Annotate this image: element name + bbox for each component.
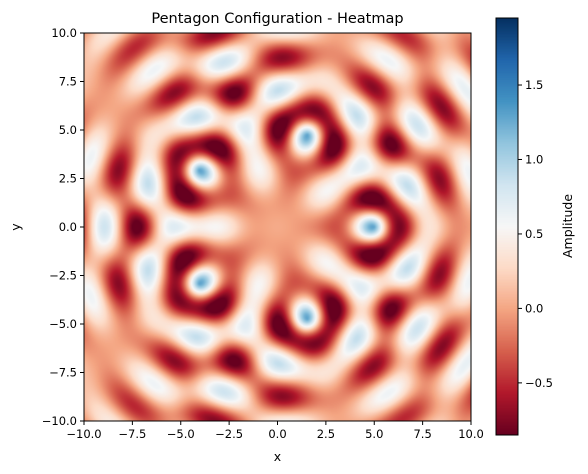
y-tick-label: 0.0 [59,220,77,234]
y-tick-label: −7.5 [49,366,77,380]
colorbar-tick: 1.0 [518,152,543,166]
x-tick-label: −2.5 [215,427,243,441]
x-tick: −5.0 [167,421,195,441]
colorbar-tick: 1.5 [518,78,543,92]
chart-title: Pentagon Configuration - Heatmap [151,11,403,27]
y-tick-label: 10.0 [51,26,77,40]
y-tick-label: −5.0 [49,317,77,331]
x-tick-label: 2.5 [317,427,335,441]
x-tick-label: −5.0 [167,427,195,441]
x-tick-label: 0.0 [268,427,286,441]
x-tick: −2.5 [215,421,243,441]
colorbar-axis: −0.5 0.0 0.5 1.0 1.5 [518,78,553,390]
x-tick-label: −10.0 [66,427,101,441]
x-tick: 2.5 [317,421,335,441]
x-tick-label: 10.0 [458,427,484,441]
y-tick: −10.0 [42,414,84,428]
plot-frame [83,32,472,422]
y-tick: 10.0 [51,26,84,40]
x-tick: 7.5 [413,421,432,441]
x-tick-label: 5.0 [365,427,383,441]
colorbar-tick-label: 0.5 [525,227,543,241]
x-tick: 10.0 [458,421,484,441]
colorbar-tick-label: 1.5 [525,78,543,92]
x-axis-label: x [274,449,281,464]
x-tick: −10.0 [66,421,102,441]
y-axis: −10.0 −7.5 −5.0 −2.5 0.0 2.5 5.0 7.5 10.0 [42,26,84,428]
colorbar-tick-label: 1.0 [525,152,543,166]
y-axis-label: y [8,223,23,231]
colorbar-frame [495,17,519,436]
y-tick: −7.5 [49,366,84,380]
y-tick: 5.0 [59,123,84,137]
colorbar-tick: 0.5 [518,227,543,241]
colorbar-label: Amplitude [560,194,575,258]
colorbar-tick: −0.5 [518,376,553,390]
colorbar-tick-label: 0.0 [525,301,543,315]
y-tick-label: −10.0 [42,414,77,428]
colorbar-gradient [496,18,518,435]
y-tick: 7.5 [59,75,84,89]
y-tick: 0.0 [59,220,84,234]
x-axis: −10.0 −7.5 −5.0 −2.5 0.0 2.5 5.0 7.5 10.0 [66,421,484,441]
x-tick: 0.0 [268,421,287,441]
y-tick-label: 5.0 [59,123,77,137]
x-tick-label: 7.5 [413,427,431,441]
y-tick: −5.0 [49,317,84,331]
colorbar-tick: 0.0 [518,301,543,315]
y-tick-label: −2.5 [49,269,77,283]
y-tick: −2.5 [49,269,84,283]
y-tick-label: 7.5 [59,75,77,89]
colorbar-tick-label: −0.5 [525,376,553,390]
x-tick: −7.5 [118,421,146,441]
heatmap-image [84,33,471,421]
y-tick-label: 2.5 [59,172,77,186]
y-tick: 2.5 [59,172,84,186]
x-tick-label: −7.5 [118,427,146,441]
x-tick: 5.0 [365,421,383,441]
